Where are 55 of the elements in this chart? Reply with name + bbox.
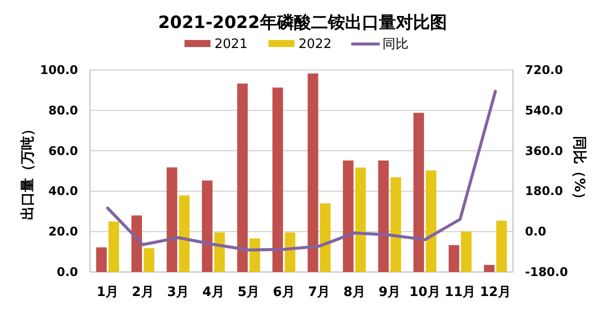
bar <box>496 220 507 272</box>
bar <box>308 73 318 272</box>
bar <box>342 160 354 272</box>
line-series <box>106 90 497 252</box>
y-tick-label: 100.0 <box>40 63 78 77</box>
y-tick-label: 0.0 <box>56 265 78 279</box>
y2-tick-label: 180.0 <box>525 184 563 198</box>
x-tick-label: 1月 <box>96 285 119 300</box>
bar <box>166 167 178 272</box>
bar <box>179 195 190 272</box>
bar <box>237 84 248 272</box>
bar <box>378 160 389 272</box>
x-tick-label: 4月 <box>202 285 224 300</box>
legend-label: 2021 <box>214 37 248 52</box>
x-tick-label: 6月 <box>272 285 295 300</box>
y2-tick-label: 720.0 <box>525 63 563 77</box>
x-tick-label: 9月 <box>378 285 401 300</box>
bar <box>214 232 225 272</box>
legend-label: 同比 <box>382 37 408 52</box>
bar <box>144 248 154 272</box>
bar <box>390 177 402 272</box>
bar <box>448 245 460 272</box>
bar <box>96 247 107 272</box>
x-tick-label: 11月 <box>444 285 476 300</box>
y2-tick-label: 540.0 <box>525 103 563 118</box>
y-axis-title: 出口量（万吨） <box>20 122 36 220</box>
bar <box>108 222 120 272</box>
bar <box>131 215 142 272</box>
legend-label: 2022 <box>298 37 332 52</box>
y2-tick-label: 0.0 <box>525 224 546 239</box>
x-tick-label: 5月 <box>238 285 260 300</box>
x-tick-label: 8月 <box>343 285 366 300</box>
y2-tick-label: -180.0 <box>525 265 568 279</box>
x-tick-label: 7月 <box>308 285 330 300</box>
bar <box>320 203 331 272</box>
bar <box>355 168 366 272</box>
x-tick-label: 10月 <box>409 285 440 300</box>
bar <box>461 232 472 272</box>
bar <box>426 170 436 272</box>
x-tick-label: 2月 <box>132 285 154 300</box>
bar <box>250 238 260 272</box>
bar <box>272 88 283 272</box>
bar <box>484 264 494 272</box>
x-tick-label: 12月 <box>480 285 511 300</box>
y2-axis-title: 同比（%） <box>571 136 587 206</box>
y-tick-label: 60.0 <box>48 144 78 158</box>
bar <box>202 180 212 272</box>
y-tick-label: 80.0 <box>48 103 78 118</box>
y-tick-label: 40.0 <box>48 184 78 198</box>
bar <box>413 112 424 272</box>
y2-tick-label: 360.0 <box>525 144 563 158</box>
bar <box>284 232 296 272</box>
chart-title: 2021-2022年磷酸二铵出口量对比图 <box>158 13 447 33</box>
y-tick-label: 20.0 <box>48 224 78 239</box>
x-tick-label: 3月 <box>167 285 190 300</box>
